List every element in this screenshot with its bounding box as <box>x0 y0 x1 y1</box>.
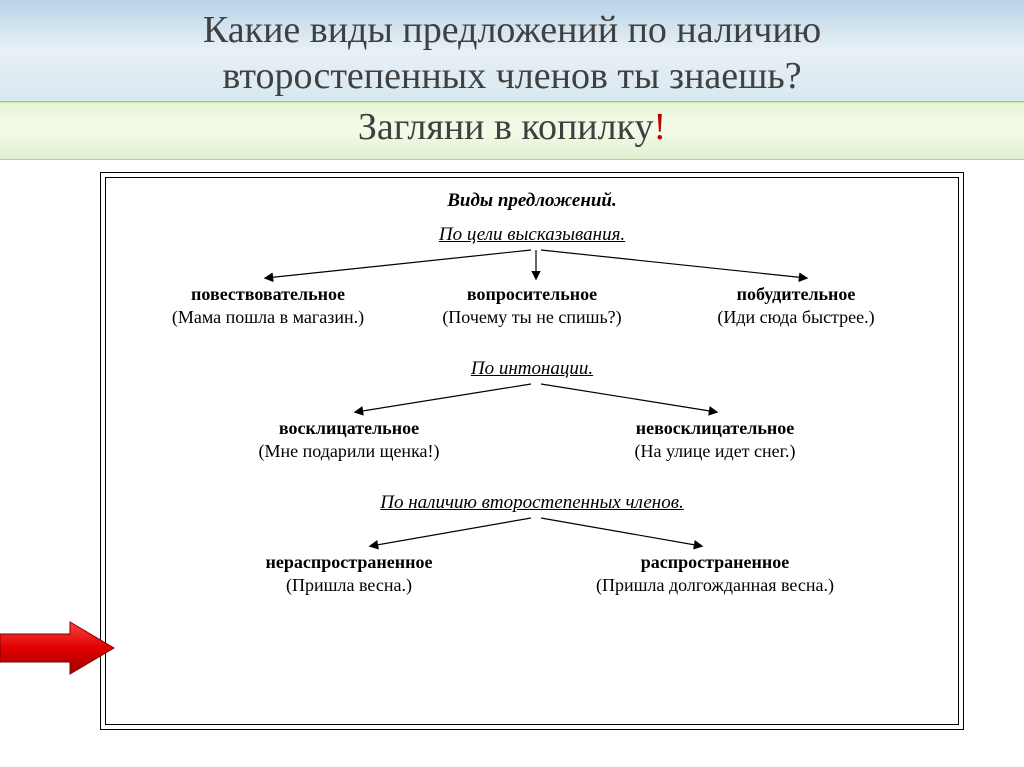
arrows-2way-secondary-icon <box>126 516 946 552</box>
cat-interrogative-example: (Почему ты не спишь?) <box>400 307 664 328</box>
arrows-2way-intonation-icon <box>126 382 946 418</box>
cat-nonexclamatory: невосклицательное (На улице идет снег.) <box>532 418 898 462</box>
cat-imperative-name: побудительное <box>664 284 928 305</box>
cat-imperative: побудительное (Иди сюда быстрее.) <box>664 284 928 328</box>
cat-imperative-example: (Иди сюда быстрее.) <box>664 307 928 328</box>
cat-narrative-example: (Мама пошла в магазин.) <box>136 307 400 328</box>
arrows-3way-icon <box>126 248 946 284</box>
cat-extended-example: (Пришла долгожданная весна.) <box>532 575 898 596</box>
title-banner: Какие виды предложений по наличию второс… <box>0 0 1024 102</box>
section-secondary-row: нераспространенное (Пришла весна.) распр… <box>126 552 938 596</box>
section-purpose: По цели высказывания. повествовательное … <box>126 224 938 328</box>
highlight-arrow-icon <box>0 620 115 676</box>
subtitle-text: Загляни в копилку <box>358 106 654 148</box>
section-intonation-heading: По интонации. <box>471 358 593 380</box>
diagram-title: Виды предложений. <box>126 190 938 212</box>
section-secondary: По наличию второстепенных членов. нерасп… <box>126 492 938 596</box>
cat-extended-name: распространенное <box>532 552 898 573</box>
title-line-1: Какие виды предложений по наличию <box>20 8 1004 54</box>
section-intonation-row: восклицательное (Мне подарили щенка!) не… <box>126 418 938 462</box>
subtitle-excl: ! <box>654 106 667 148</box>
cat-narrative: повествовательное (Мама пошла в магазин.… <box>136 284 400 328</box>
cat-unextended-name: нераспространенное <box>166 552 532 573</box>
cat-nonexclamatory-name: невосклицательное <box>532 418 898 439</box>
cat-narrative-name: повествовательное <box>136 284 400 305</box>
diagram-inner-border: Виды предложений. По цели высказывания. … <box>105 177 959 725</box>
section-intonation: По интонации. восклицательное (Мне подар… <box>126 358 938 462</box>
cat-interrogative-name: вопросительное <box>400 284 664 305</box>
cat-unextended: нераспространенное (Пришла весна.) <box>166 552 532 596</box>
cat-exclamatory-example: (Мне подарили щенка!) <box>166 441 532 462</box>
section-purpose-heading: По цели высказывания. <box>439 224 625 246</box>
title-line-2: второстепенных членов ты знаешь? <box>20 54 1004 100</box>
cat-interrogative: вопросительное (Почему ты не спишь?) <box>400 284 664 328</box>
diagram-outer-border: Виды предложений. По цели высказывания. … <box>100 172 964 730</box>
subtitle-banner: Загляни в копилку! <box>0 102 1024 160</box>
section-purpose-row: повествовательное (Мама пошла в магазин.… <box>126 284 938 328</box>
cat-unextended-example: (Пришла весна.) <box>166 575 532 596</box>
cat-exclamatory-name: восклицательное <box>166 418 532 439</box>
cat-nonexclamatory-example: (На улице идет снег.) <box>532 441 898 462</box>
cat-exclamatory: восклицательное (Мне подарили щенка!) <box>166 418 532 462</box>
cat-extended: распространенное (Пришла долгожданная ве… <box>532 552 898 596</box>
section-secondary-heading: По наличию второстепенных членов. <box>380 492 683 514</box>
